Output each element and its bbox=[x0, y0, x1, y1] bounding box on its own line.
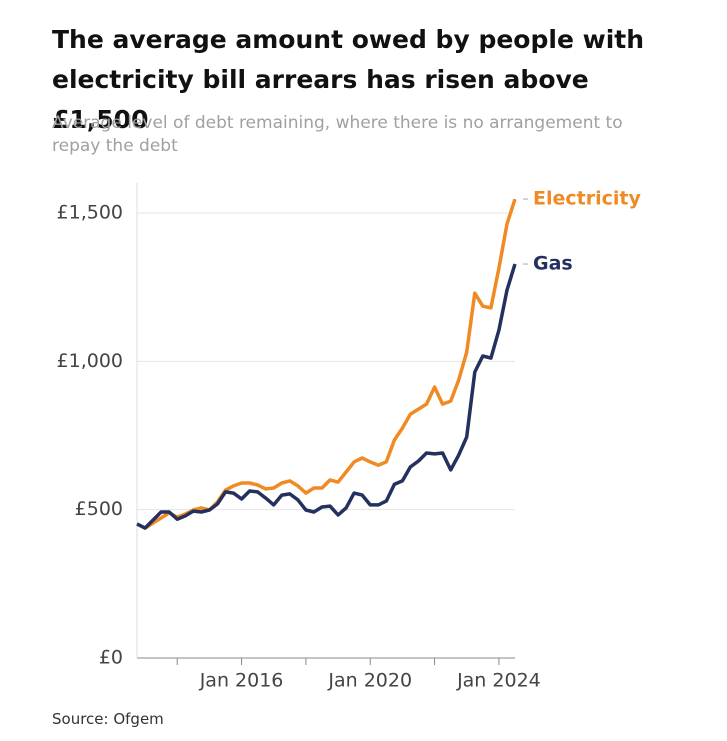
chart-title: The average amount owed by people with e… bbox=[52, 25, 645, 134]
x-tick-label: Jan 2020 bbox=[327, 670, 412, 692]
y-tick-label: £0 bbox=[99, 647, 123, 669]
line-series bbox=[136, 263, 517, 530]
line-series bbox=[144, 198, 517, 530]
x-tick-label: Jan 2024 bbox=[456, 670, 541, 692]
x-tick-label: Jan 2016 bbox=[199, 670, 284, 692]
y-tick-label: £1,500 bbox=[57, 202, 123, 224]
legend-label: Gas bbox=[533, 253, 573, 275]
y-tick-label: £1,000 bbox=[57, 350, 123, 372]
chart-subtitle: Average level of debt remaining, where t… bbox=[52, 113, 623, 156]
y-tick-label: £500 bbox=[75, 498, 123, 520]
source: Source: Ofgem bbox=[52, 710, 164, 728]
legend-label: Electricity bbox=[533, 188, 641, 210]
